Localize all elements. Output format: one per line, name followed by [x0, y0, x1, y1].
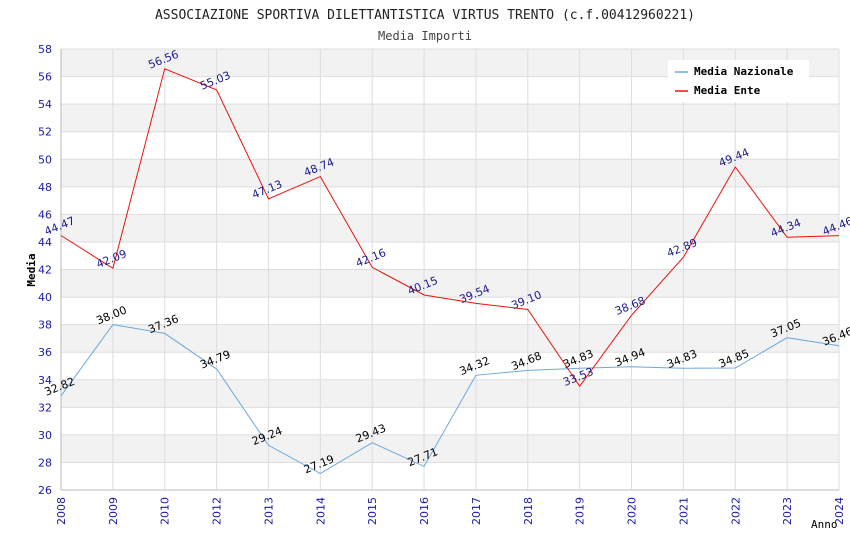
y-tick-label: 30 [38, 429, 52, 442]
grid-band [61, 269, 839, 298]
x-tick-label: 2012 [211, 497, 224, 525]
x-tick-label: 2018 [522, 497, 535, 525]
x-tick-label: 2016 [418, 497, 431, 525]
series-lines [60, 68, 840, 475]
y-axis-ticks: 26 28 30 32 34 36 38 40 42 44 46 48 50 52 54 56 58 [38, 43, 52, 497]
x-tick-label: 2017 [470, 497, 483, 525]
x-tick-label: 2020 [626, 497, 639, 525]
grid-band [61, 379, 839, 408]
y-tick-label: 50 [38, 153, 52, 166]
chart-subtitle: Media Importi [378, 29, 472, 43]
x-tick-label: 2008 [55, 497, 68, 525]
x-tick-label: 2019 [574, 497, 587, 525]
legend: Media Nazionale Media Ente [668, 60, 809, 102]
x-tick-label: 2023 [781, 497, 794, 525]
y-tick-label: 58 [38, 43, 52, 56]
grid-lines [60, 48, 840, 491]
y-tick-label: 48 [38, 181, 52, 194]
grid-band [61, 214, 839, 242]
grid-band [61, 434, 839, 463]
data-label: 38.68 [613, 294, 647, 318]
x-tick-label: 2024 [833, 497, 846, 525]
y-tick-label: 42 [38, 264, 52, 277]
data-label: 38.00 [95, 303, 129, 327]
legend-box [668, 60, 809, 102]
y-tick-label: 52 [38, 126, 52, 139]
legend-label-nazionale: Media Nazionale [694, 65, 794, 78]
x-tick-label: 2010 [159, 497, 172, 525]
x-tick-label: 2022 [729, 497, 742, 525]
grid-band [61, 324, 839, 353]
y-axis-label: Media [25, 253, 38, 286]
chart-title: ASSOCIAZIONE SPORTIVA DILETTANTISTICA VI… [155, 8, 695, 23]
x-axis-ticks: 2008 2009 2010 2012 2013 2014 2015 2016 2017 2018… [55, 497, 846, 525]
y-tick-label: 56 [38, 71, 52, 84]
grid-band [61, 159, 839, 187]
y-tick-label: 54 [38, 98, 52, 111]
x-tick-label: 2021 [677, 497, 690, 525]
x-tick-label: 2009 [107, 497, 120, 525]
y-tick-label: 40 [38, 291, 52, 304]
y-tick-label: 38 [38, 319, 52, 332]
y-tick-label: 26 [38, 484, 52, 497]
legend-label-ente: Media Ente [694, 84, 761, 97]
grid-bands [61, 49, 839, 463]
x-axis-label: Anno [811, 518, 838, 531]
y-tick-label: 44 [38, 236, 52, 249]
data-label: 42.16 [354, 246, 388, 270]
y-tick-label: 28 [38, 456, 52, 469]
grid-band [61, 104, 839, 132]
x-tick-label: 2015 [366, 497, 379, 525]
series-line-ente [60, 68, 840, 388]
series-line-nazionale [60, 324, 840, 475]
x-tick-label: 2014 [314, 497, 327, 525]
y-tick-label: 36 [38, 346, 52, 359]
y-tick-label: 32 [38, 401, 52, 414]
y-tick-label: 34 [38, 374, 52, 387]
x-tick-label: 2013 [262, 497, 275, 525]
y-tick-label: 46 [38, 208, 52, 221]
